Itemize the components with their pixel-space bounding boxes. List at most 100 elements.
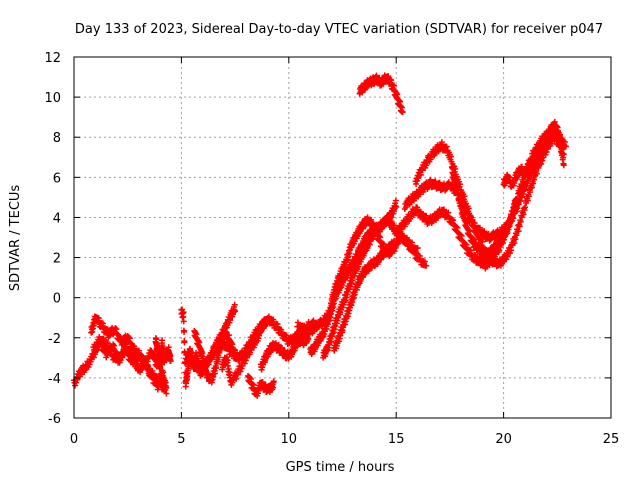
- data-point-marker: [560, 154, 567, 161]
- y-tick-label: 12: [44, 51, 61, 66]
- data-point-marker: [413, 180, 420, 187]
- data-point-marker: [463, 241, 470, 248]
- data-point-marker: [202, 361, 209, 368]
- y-tick-label: 6: [53, 171, 61, 186]
- data-series-13: [320, 197, 400, 361]
- y-tick-label: 8: [53, 131, 61, 146]
- axis-ticks: 0 5 10 15 20 25 -6 -4 -2 0 2 4 6 8 10 12: [44, 51, 619, 447]
- data-point-marker: [414, 178, 421, 185]
- data-series-8: [219, 316, 269, 388]
- data-point-marker: [560, 141, 567, 148]
- data-point-marker: [180, 318, 187, 325]
- data-point-marker: [398, 226, 405, 233]
- y-tick-label: -2: [48, 332, 61, 347]
- data-point-marker: [469, 216, 476, 223]
- data-point-marker: [270, 384, 277, 391]
- data-point-marker: [542, 151, 549, 158]
- data-point-marker: [366, 241, 373, 248]
- data-point-marker: [212, 370, 219, 377]
- x-tick-label: 20: [495, 432, 512, 447]
- data-point-marker: [524, 197, 531, 204]
- data-point-marker: [513, 196, 520, 203]
- data-point-marker: [237, 368, 244, 375]
- data-point-marker: [504, 228, 511, 235]
- data-point-marker: [234, 371, 241, 378]
- data-series-7: [191, 327, 241, 386]
- y-tick-label: -4: [48, 372, 61, 387]
- data-point-marker: [262, 316, 269, 323]
- data-point-marker: [145, 355, 152, 362]
- data-point-marker: [351, 238, 358, 245]
- data-point-marker: [234, 352, 241, 359]
- data-point-marker: [539, 157, 546, 164]
- data-point-marker: [399, 109, 406, 116]
- data-point-marker: [227, 317, 234, 324]
- data-point-marker: [544, 146, 551, 153]
- data-point-marker: [524, 180, 531, 187]
- data-point-marker: [199, 350, 206, 357]
- data-point-marker: [120, 351, 127, 358]
- data-point-marker: [395, 240, 402, 247]
- data-point-marker: [516, 223, 523, 230]
- data-points: [71, 72, 569, 399]
- data-point-marker: [525, 167, 532, 174]
- data-point-marker: [456, 197, 463, 204]
- data-point-marker: [420, 188, 427, 195]
- data-point-marker: [119, 354, 126, 361]
- data-point-marker: [181, 339, 188, 346]
- data-series-10: [257, 333, 312, 373]
- x-tick-label: 15: [388, 432, 405, 447]
- x-tick-label: 10: [281, 432, 298, 447]
- data-point-marker: [415, 175, 422, 182]
- data-point-marker: [167, 357, 174, 364]
- data-series-9: [244, 372, 277, 399]
- data-point-marker: [180, 309, 187, 316]
- data-point-marker: [530, 180, 537, 187]
- y-axis-label: SDTVAR / TECUs: [8, 185, 23, 292]
- data-point-marker: [447, 153, 454, 160]
- data-point-marker: [232, 308, 239, 315]
- data-series-20: [500, 118, 567, 190]
- data-point-marker: [455, 187, 462, 194]
- data-point-marker: [517, 218, 524, 225]
- data-point-marker: [512, 236, 519, 243]
- data-point-marker: [560, 162, 567, 169]
- data-point-marker: [323, 326, 330, 333]
- data-series-19: [449, 164, 520, 262]
- data-point-marker: [538, 160, 545, 167]
- chart-title: Day 133 of 2023, Sidereal Day-to-day VTE…: [75, 22, 603, 37]
- data-point-marker: [393, 204, 400, 211]
- data-point-marker: [520, 211, 527, 218]
- data-point-marker: [291, 347, 298, 354]
- data-point-marker: [231, 301, 238, 308]
- data-point-marker: [465, 205, 472, 212]
- data-point-marker: [238, 365, 245, 372]
- data-point-marker: [529, 184, 536, 191]
- data-point-marker: [452, 166, 459, 173]
- data-point-marker: [522, 204, 529, 211]
- data-point-marker: [508, 247, 515, 254]
- data-point-marker: [241, 360, 248, 367]
- data-point-marker: [515, 228, 522, 235]
- data-point-marker: [519, 190, 526, 197]
- data-point-marker: [392, 197, 399, 204]
- data-point-marker: [163, 384, 170, 391]
- data-point-marker: [216, 349, 223, 356]
- data-point-marker: [531, 176, 538, 183]
- data-point-marker: [535, 164, 542, 171]
- data-point-marker: [233, 375, 240, 382]
- data-point-marker: [72, 382, 79, 389]
- data-series-3: [90, 334, 170, 393]
- data-point-marker: [414, 244, 421, 251]
- data-point-marker: [457, 181, 464, 188]
- data-point-marker: [391, 237, 398, 244]
- data-point-marker: [351, 291, 358, 298]
- data-point-marker: [417, 171, 424, 178]
- data-point-marker: [525, 193, 532, 200]
- data-point-marker: [526, 189, 533, 196]
- x-tick-label: 0: [70, 432, 78, 447]
- data-point-marker: [328, 338, 335, 345]
